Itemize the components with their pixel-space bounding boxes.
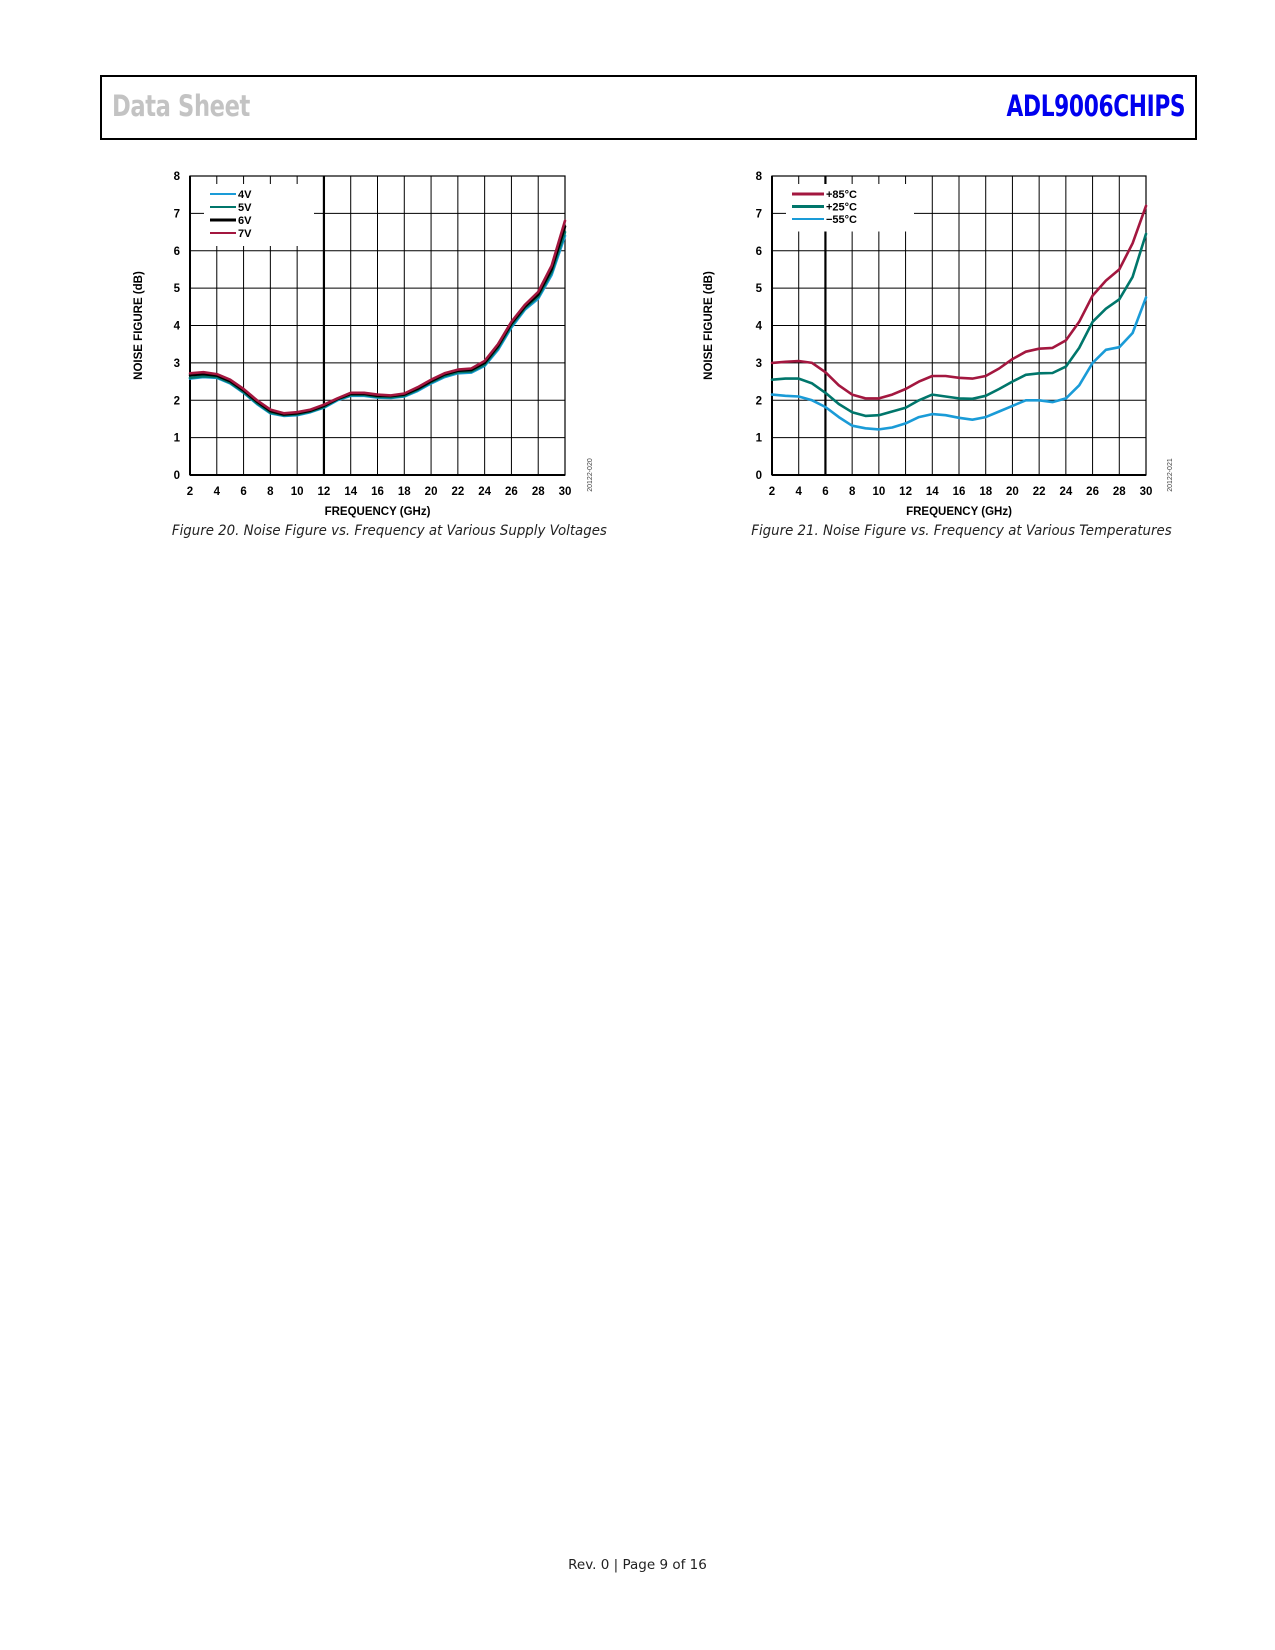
y-tick-label: 4 xyxy=(756,321,763,333)
x-tick-label: 24 xyxy=(1059,486,1072,498)
x-tick-label: 30 xyxy=(559,486,572,498)
series-line-85C xyxy=(770,204,1148,400)
x-tick-label: 2 xyxy=(187,486,193,498)
x-tick-label: 8 xyxy=(849,486,856,498)
legend-label: +85°C xyxy=(826,189,857,201)
figure-21-caption: Figure 21. Noise Figure vs. Frequency at… xyxy=(751,523,1172,539)
legend-label: 4V xyxy=(238,189,252,201)
series-line-7V xyxy=(188,219,567,415)
x-tick-label: 28 xyxy=(1113,486,1126,498)
y-tick-label: 1 xyxy=(174,433,181,445)
x-tick-label: 10 xyxy=(291,486,304,498)
x-tick-label: 4 xyxy=(214,486,221,498)
chart-20: 2 4 6 8 10 12 14 16 18 20 22 24 26 28 30012345678FREQU… xyxy=(133,171,594,518)
x-tick-label: 28 xyxy=(532,486,545,498)
x-tick-label: 18 xyxy=(398,486,411,498)
y-tick-label: 5 xyxy=(174,283,181,295)
y-axis-label: NOISE FIGURE (dB) xyxy=(133,271,145,380)
y-tick-label: 0 xyxy=(756,470,762,482)
x-tick-label: 16 xyxy=(371,486,384,498)
figure-20-caption: Figure 20. Noise Figure vs. Frequency at… xyxy=(171,523,607,539)
y-tick-label: 7 xyxy=(174,208,180,220)
x-tick-label: 14 xyxy=(344,486,357,498)
header-part-number: ADL9006CHIPS xyxy=(1006,89,1185,123)
y-tick-label: 0 xyxy=(174,470,180,482)
x-tick-label: 10 xyxy=(872,486,885,498)
legend-label: 7V xyxy=(238,228,252,240)
y-tick-label: 7 xyxy=(756,208,762,220)
y-tick-label: 1 xyxy=(756,433,763,445)
figure-id: 20122-020 xyxy=(587,458,594,492)
x-tick-label: 22 xyxy=(451,486,464,498)
x-tick-label: 18 xyxy=(979,486,992,498)
figure-id: 20122-021 xyxy=(1167,458,1174,492)
series-line-55C xyxy=(770,296,1148,431)
x-tick-label: 16 xyxy=(953,486,966,498)
y-tick-label: 5 xyxy=(756,283,763,295)
legend-label: +25°C xyxy=(826,202,857,214)
y-tick-label: 8 xyxy=(756,171,763,183)
x-tick-label: 12 xyxy=(318,486,331,498)
legend-label: −55°C xyxy=(826,214,857,226)
legend-label: 6V xyxy=(238,215,252,227)
y-axis-label: NOISE FIGURE (dB) xyxy=(703,271,715,380)
x-tick-label: 24 xyxy=(478,486,491,498)
x-tick-label: 20 xyxy=(1006,486,1019,498)
x-tick-label: 6 xyxy=(822,486,828,498)
legend-label: 5V xyxy=(238,202,252,214)
y-tick-label: 2 xyxy=(174,395,180,407)
y-tick-label: 3 xyxy=(756,358,762,370)
header-section-title: Data Sheet xyxy=(112,89,250,123)
y-tick-label: 8 xyxy=(174,171,181,183)
y-tick-label: 2 xyxy=(756,395,762,407)
x-axis-label: FREQUENCY (GHz) xyxy=(325,506,431,518)
x-tick-label: 8 xyxy=(267,486,274,498)
x-tick-label: 2 xyxy=(769,486,775,498)
x-tick-label: 12 xyxy=(899,486,912,498)
x-tick-label: 6 xyxy=(240,486,246,498)
x-tick-label: 26 xyxy=(1086,486,1099,498)
chart-21: 2 4 6 8 10 12 14 16 18 20 22 24 26 28 30012345678FREQU… xyxy=(703,171,1174,518)
y-tick-label: 3 xyxy=(174,358,180,370)
x-tick-label: 22 xyxy=(1033,486,1046,498)
x-tick-label: 26 xyxy=(505,486,518,498)
page-header: Data Sheet ADL9006CHIPS xyxy=(100,75,1197,140)
x-axis-label: FREQUENCY (GHz) xyxy=(906,506,1012,518)
x-tick-label: 14 xyxy=(926,486,939,498)
x-tick-label: 30 xyxy=(1140,486,1153,498)
y-tick-label: 6 xyxy=(174,246,180,258)
y-tick-label: 6 xyxy=(756,246,762,258)
x-tick-label: 4 xyxy=(796,486,803,498)
series-line-25C xyxy=(770,232,1148,418)
charts-canvas: 2 4 6 8 10 12 14 16 18 20 22 24 26 28 30012345678FREQU… xyxy=(133,171,1174,518)
x-tick-label: 20 xyxy=(425,486,438,498)
page-footer: Rev. 0 | Page 9 of 16 xyxy=(568,1557,707,1573)
y-tick-label: 4 xyxy=(174,321,181,333)
